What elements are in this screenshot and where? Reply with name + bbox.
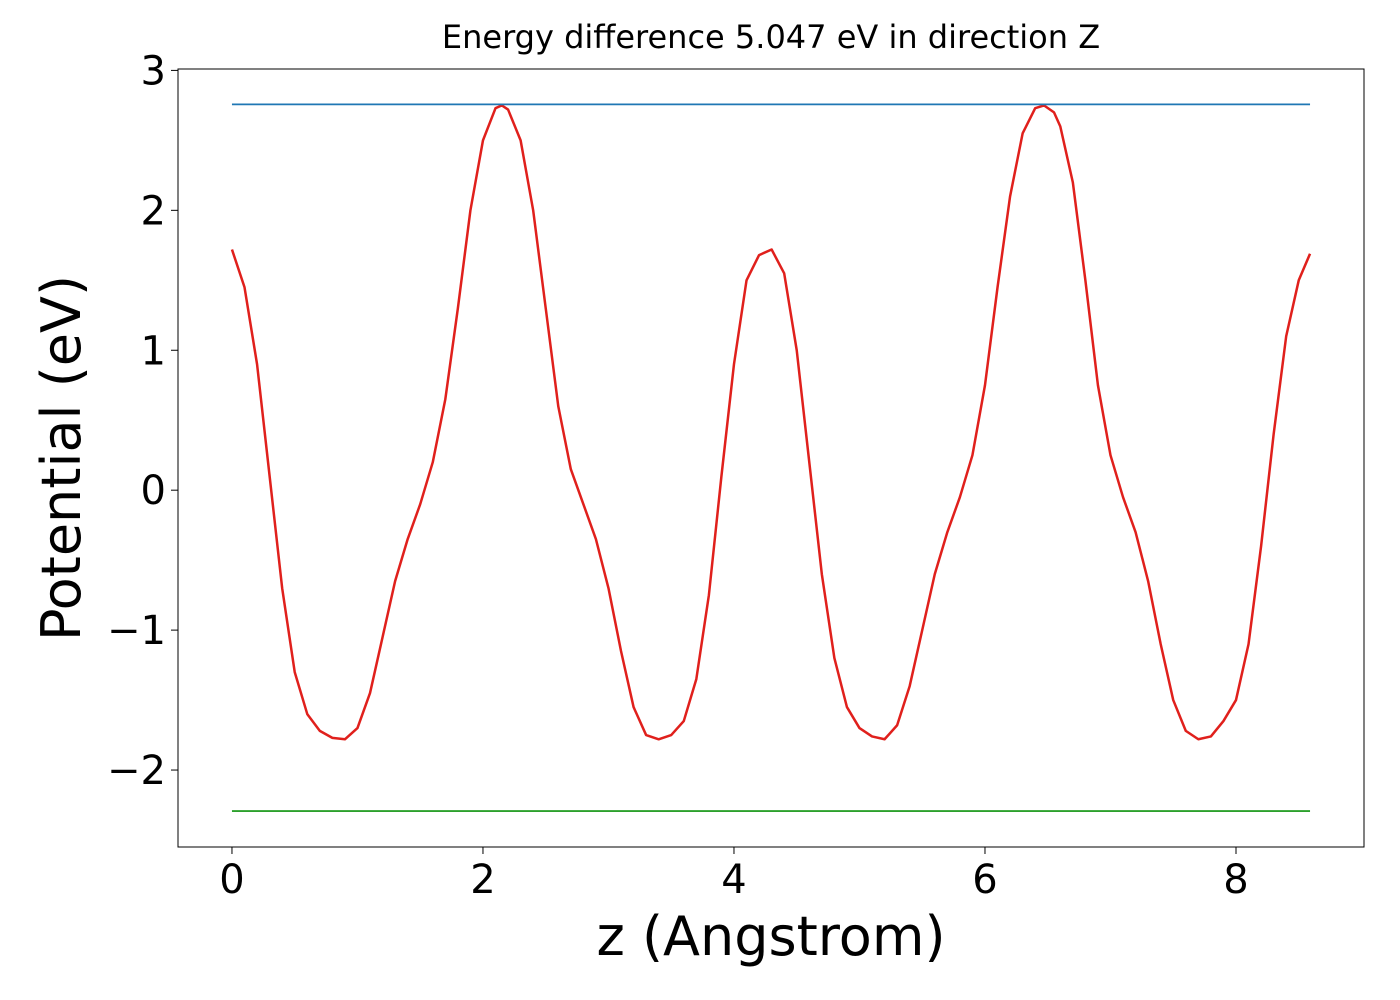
plot-frame [177,68,1365,848]
y-tick-label: −1 [107,608,166,654]
x-tick-label: 6 [972,857,997,903]
x-tick-label: 4 [721,857,746,903]
x-tick-label: 0 [219,857,244,903]
y-tick-label: 3 [141,48,166,94]
chart-title: Energy difference 5.047 eV in direction … [442,18,1100,56]
x-tick-label: 2 [470,857,495,903]
y-tick-label: 1 [141,328,166,374]
y-tick-label: 2 [141,188,166,234]
y-tick-label: 0 [141,468,166,514]
x-tick-label: 8 [1223,857,1248,903]
y-tick-label: −2 [107,748,166,794]
x-axis-label: z (Angstrom) [596,905,945,968]
line-series [230,104,1312,741]
y-axis-label: Potential (eV) [30,275,93,641]
